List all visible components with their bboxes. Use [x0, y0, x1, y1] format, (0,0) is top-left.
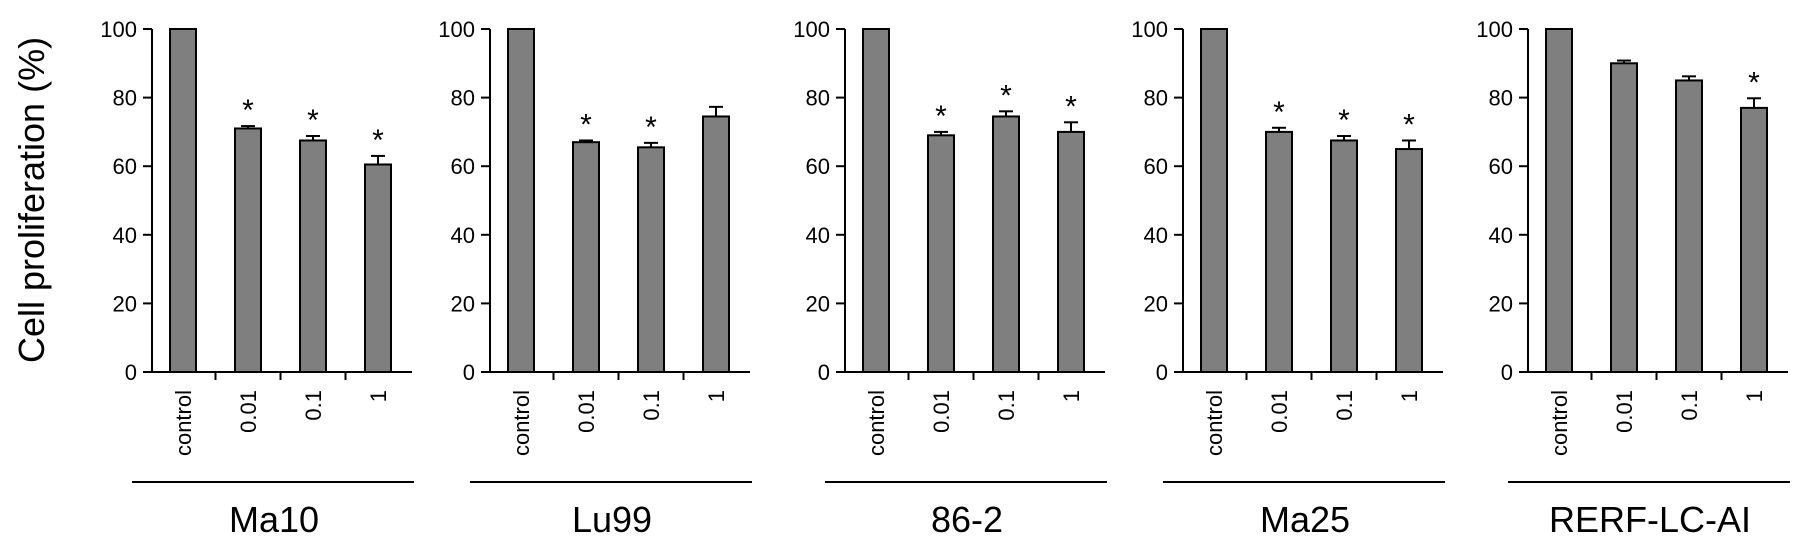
y-tick-label: 0: [1156, 360, 1168, 385]
y-tick-label: 80: [113, 86, 137, 111]
bar-control: [169, 28, 197, 373]
significance-marker: *: [372, 124, 384, 157]
y-tick-label: 60: [451, 154, 475, 179]
y-tick-label: 0: [818, 360, 830, 385]
y-tick-label: 20: [806, 291, 830, 316]
y-tick-label: 20: [1144, 291, 1168, 316]
bar-control: [1545, 28, 1573, 373]
x-tick-label: 1: [1397, 390, 1422, 402]
significance-marker: *: [1403, 108, 1415, 141]
y-tick-label: 60: [113, 154, 137, 179]
bar-1: [1740, 106, 1768, 373]
significance-marker: *: [645, 111, 657, 144]
bar-1: [1057, 130, 1085, 373]
bar-0.01: [927, 134, 955, 373]
y-tick-label: 80: [451, 86, 475, 111]
panel-title: Ma10: [229, 499, 319, 540]
panel-ma10: 0 20 40 60 80 100 control * 0.01 * 0.1 * 1 Ma10: [100, 17, 414, 540]
bar-0.1: [299, 139, 327, 373]
bar-1: [364, 163, 392, 373]
y-tick-label: 80: [1144, 86, 1168, 111]
panel-title: Ma25: [1260, 499, 1350, 540]
x-tick-label: 0.1: [301, 390, 326, 421]
x-tick-label: 0.1: [1332, 390, 1357, 421]
panel-lu99: 0 20 40 60 80 100 control * 0.01 * 0.1 1 Lu99: [438, 17, 752, 540]
significance-marker: *: [935, 100, 947, 133]
y-tick-label: 100: [793, 17, 830, 42]
y-tick-label: 20: [113, 291, 137, 316]
panel-ma25: 0 20 40 60 80 100 control * 0.01 * 0.1 * 1 Ma25: [1131, 17, 1445, 540]
y-tick-label: 60: [1489, 154, 1513, 179]
y-tick-label: 60: [806, 154, 830, 179]
bar-0.1: [992, 115, 1020, 373]
x-tick-label: 1: [1059, 390, 1084, 402]
x-tick-label: 0.1: [639, 390, 664, 421]
x-tick-label: 0.1: [1677, 390, 1702, 421]
x-tick-label: control: [1547, 390, 1572, 456]
panel-title: Lu99: [572, 499, 652, 540]
y-tick-label: 20: [451, 291, 475, 316]
bar-control: [1200, 28, 1228, 373]
significance-marker: *: [242, 94, 254, 127]
y-tick-label: 0: [125, 360, 137, 385]
y-tick-label: 100: [1131, 17, 1168, 42]
bar-control: [862, 28, 890, 373]
x-tick-label: 0.1: [994, 390, 1019, 421]
panel-rerf-lc-ai: 0 20 40 60 80 100 control 0.01 0.1 * 1 RERF-LC-AI: [1476, 17, 1790, 540]
bar-1: [702, 115, 730, 373]
x-tick-label: 1: [366, 390, 391, 402]
bar-0.1: [637, 146, 665, 373]
panel-title: RERF-LC-AI: [1549, 499, 1751, 540]
y-tick-label: 0: [1501, 360, 1513, 385]
panel-title: 86-2: [931, 499, 1003, 540]
bar-0.1: [1330, 139, 1358, 373]
x-tick-label: control: [171, 390, 196, 456]
bar-0.1: [1675, 79, 1703, 373]
significance-marker: *: [307, 104, 319, 137]
y-tick-label: 80: [1489, 86, 1513, 111]
bar-0.01: [1265, 130, 1293, 373]
chart-panels: 020406080100control*0.01*0.1*1Ma10020406…: [100, 17, 1790, 540]
x-tick-label: 0.01: [574, 390, 599, 433]
y-tick-label: 100: [438, 17, 475, 42]
y-tick-label: 100: [1476, 17, 1513, 42]
y-tick-label: 20: [1489, 291, 1513, 316]
bar-0.01: [572, 141, 600, 373]
x-tick-label: 1: [1742, 390, 1767, 402]
significance-marker: *: [1000, 79, 1012, 112]
significance-marker: *: [580, 108, 592, 141]
bar-control: [507, 28, 535, 373]
y-axis-label: Cell proliferation (%): [11, 37, 52, 363]
bar-1: [1395, 148, 1423, 373]
y-tick-label: 40: [806, 223, 830, 248]
y-tick-label: 60: [1144, 154, 1168, 179]
panel-86-2: 0 20 40 60 80 100 control * 0.01 * 0.1 * 1 86-2: [793, 17, 1107, 540]
x-tick-label: 0.01: [236, 390, 261, 433]
y-tick-label: 80: [806, 86, 830, 111]
x-tick-label: 0.01: [1612, 390, 1637, 433]
x-tick-label: control: [1202, 390, 1227, 456]
y-tick-label: 40: [1144, 223, 1168, 248]
significance-marker: *: [1273, 96, 1285, 129]
y-tick-label: 40: [1489, 223, 1513, 248]
x-tick-label: 1: [704, 390, 729, 402]
y-tick-label: 100: [100, 17, 137, 42]
bar-0.01: [1610, 62, 1638, 374]
significance-marker: *: [1338, 104, 1350, 137]
y-tick-label: 0: [463, 360, 475, 385]
y-tick-label: 40: [451, 223, 475, 248]
x-tick-label: control: [864, 390, 889, 456]
significance-marker: *: [1748, 66, 1760, 99]
x-tick-label: control: [509, 390, 534, 456]
bar-0.01: [234, 127, 262, 373]
significance-marker: *: [1065, 90, 1077, 123]
x-tick-label: 0.01: [1267, 390, 1292, 433]
x-tick-label: 0.01: [929, 390, 954, 433]
y-tick-label: 40: [113, 223, 137, 248]
